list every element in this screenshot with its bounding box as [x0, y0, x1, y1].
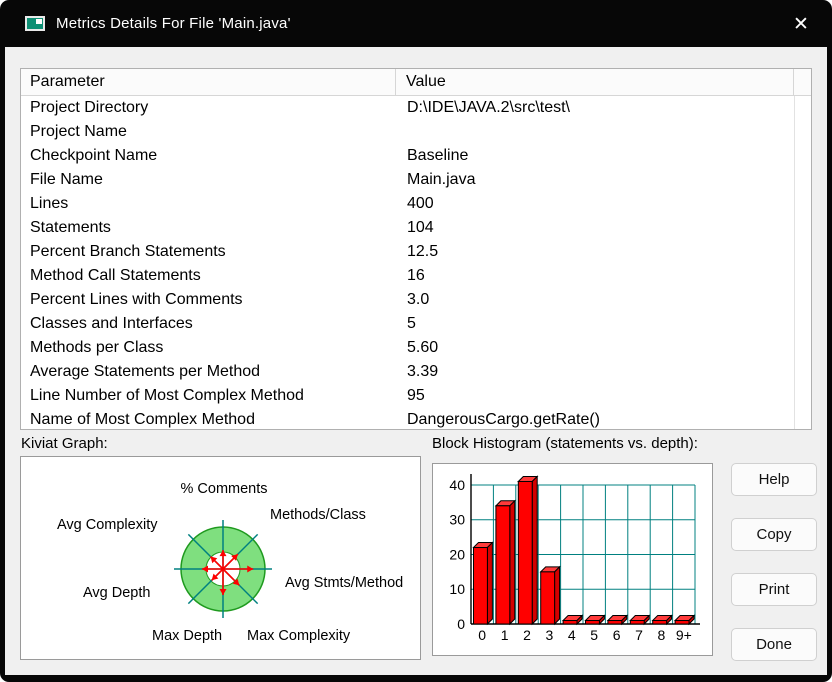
print-button[interactable]: Print [731, 573, 817, 606]
parameter-cell: Checkpoint Name [30, 147, 158, 164]
table-row[interactable]: Name of Most Complex Method DangerousCarg… [21, 408, 811, 429]
table-row[interactable]: Statements 104 [21, 216, 811, 240]
svg-text:0: 0 [457, 616, 465, 632]
kiviat-axis-label-avg-depth: Avg Depth [83, 585, 151, 601]
histogram-panel: 0 1 2 3 4 5 6 7 8 9+ 0 10 20 30 40 [432, 463, 713, 656]
kiviat-axis-label-max-complexity: Max Complexity [247, 628, 351, 644]
svg-text:6: 6 [613, 627, 621, 643]
table-row[interactable]: Methods per Class 5.60 [21, 336, 811, 360]
svg-text:5: 5 [590, 627, 598, 643]
parameter-cell: Method Call Statements [30, 267, 201, 284]
svg-text:8: 8 [658, 627, 666, 643]
table-row[interactable]: Lines 400 [21, 192, 811, 216]
parameter-cell: Project Name [30, 123, 127, 140]
table-row[interactable]: File Name Main.java [21, 168, 811, 192]
column-header-filler [794, 69, 811, 95]
parameter-cell: Percent Branch Statements [30, 243, 226, 260]
svg-text:2: 2 [523, 627, 531, 643]
parameter-cell: Classes and Interfaces [30, 315, 193, 332]
parameter-cell: Statements [30, 219, 111, 236]
table-row[interactable]: Average Statements per Method 3.39 [21, 360, 811, 384]
table-row[interactable]: Classes and Interfaces 5 [21, 312, 811, 336]
kiviat-axis-label-methods-class: Methods/Class [270, 507, 366, 523]
table-row[interactable]: Percent Branch Statements 12.5 [21, 240, 811, 264]
kiviat-axis-label-comments: % Comments [180, 481, 268, 497]
histogram-section-label: Block Histogram (statements vs. depth): [432, 435, 698, 452]
kiviat-graph [174, 520, 272, 618]
metrics-table: Parameter Value Project Directory D:\IDE\… [20, 68, 812, 430]
window-title: Metrics Details For File 'Main.java' [56, 15, 291, 32]
value-cell: 104 [407, 219, 434, 236]
table-row[interactable]: Checkpoint Name Baseline [21, 144, 811, 168]
value-cell [396, 120, 407, 144]
svg-text:40: 40 [449, 477, 465, 493]
svg-text:4: 4 [568, 627, 576, 643]
value-cell: 3.0 [407, 291, 430, 308]
app-icon[interactable] [25, 16, 45, 31]
table-row[interactable]: Project Directory D:\IDE\JAVA.2\src\test\ [21, 96, 811, 120]
kiviat-section-label: Kiviat Graph: [21, 435, 108, 452]
value-cell: 400 [407, 195, 434, 212]
parameter-cell: Project Directory [30, 99, 149, 116]
value-cell: 16 [407, 267, 425, 284]
copy-button[interactable]: Copy [731, 518, 817, 551]
svg-text:10: 10 [449, 581, 465, 597]
parameter-cell: Line Number of Most Complex Method [30, 387, 304, 404]
table-row[interactable]: Line Number of Most Complex Method 95 [21, 384, 811, 408]
kiviat-axis-label-avg-stmts: Avg Stmts/Method [285, 575, 404, 591]
titlebar[interactable]: Metrics Details For File 'Main.java' ✕ [0, 0, 832, 47]
parameter-cell: Name of Most Complex Method [30, 411, 255, 428]
column-header-parameter[interactable]: Parameter [21, 69, 396, 95]
value-cell: 5.60 [407, 339, 439, 356]
table-header: Parameter Value [21, 69, 811, 96]
table-column-divider [794, 96, 795, 429]
table-row[interactable]: Percent Lines with Comments 3.0 [21, 288, 811, 312]
svg-text:7: 7 [635, 627, 643, 643]
value-cell: D:\IDE\JAVA.2\src\test\ [407, 99, 570, 116]
parameter-cell: Percent Lines with Comments [30, 291, 243, 308]
value-cell: Main.java [407, 171, 476, 188]
value-cell: 5 [407, 315, 416, 332]
svg-text:0: 0 [478, 627, 486, 643]
value-cell: Baseline [407, 147, 469, 164]
value-cell: 12.5 [407, 243, 439, 260]
kiviat-axis-label-avg-complexity: Avg Complexity [57, 517, 158, 533]
svg-text:30: 30 [449, 512, 465, 528]
value-cell: DangerousCargo.getRate() [407, 411, 600, 428]
svg-text:1: 1 [501, 627, 509, 643]
column-header-value[interactable]: Value [396, 69, 794, 95]
dialog-content: Parameter Value Project Directory D:\IDE\… [5, 47, 827, 675]
svg-text:9+: 9+ [676, 627, 692, 643]
done-button[interactable]: Done [731, 628, 817, 661]
table-row[interactable]: Project Name [21, 120, 811, 144]
parameter-cell: File Name [30, 171, 103, 188]
table-body: Project Directory D:\IDE\JAVA.2\src\test\… [21, 96, 811, 429]
value-cell: 95 [407, 387, 425, 404]
help-button[interactable]: Help [731, 463, 817, 496]
parameter-cell: Lines [30, 195, 69, 212]
close-icon[interactable]: ✕ [784, 7, 818, 41]
svg-text:20: 20 [449, 546, 465, 562]
table-row[interactable]: Method Call Statements 16 [21, 264, 811, 288]
svg-text:3: 3 [546, 627, 554, 643]
kiviat-graph-panel: % Comments Methods/Class Avg Stmts/Metho… [20, 456, 421, 660]
value-cell: 3.39 [407, 363, 439, 380]
parameter-cell: Methods per Class [30, 339, 164, 356]
parameter-cell: Average Statements per Method [30, 363, 261, 380]
kiviat-axis-label-max-depth: Max Depth [152, 628, 223, 644]
